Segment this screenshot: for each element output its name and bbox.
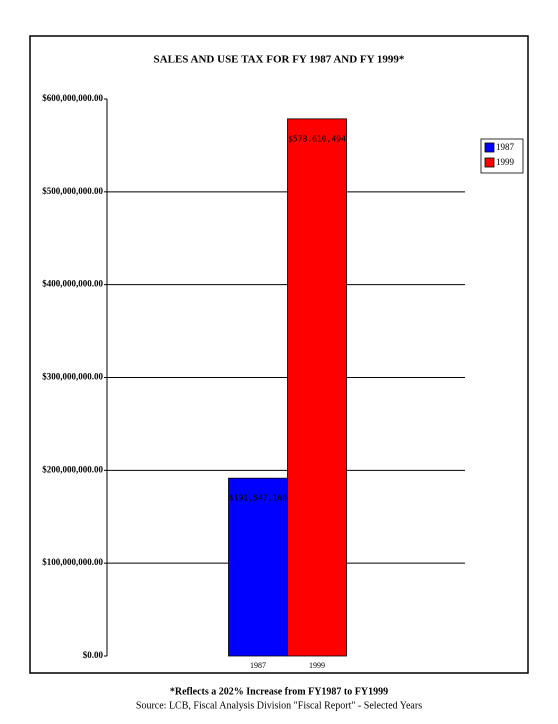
value-label: $578,610,494: [288, 134, 346, 143]
bar: [287, 118, 347, 657]
y-tick-label: $100,000,000.00: [42, 557, 103, 567]
x-tick-label: 1987: [250, 661, 266, 670]
footnote: *Reflects a 202% Increase from FY1987 to…: [170, 686, 388, 697]
y-tick-label: $300,000,000.00: [42, 372, 103, 382]
source: Source: LCB, Fiscal Analysis Division "F…: [136, 700, 422, 711]
legend-label: 1987: [496, 142, 515, 152]
legend-box: [480, 138, 524, 174]
y-tick-label: $200,000,000.00: [42, 464, 103, 474]
y-tick-label: $400,000,000.00: [42, 279, 103, 289]
chart-title: SALES AND USE TAX FOR FY 1987 AND FY 199…: [154, 54, 405, 66]
legend-swatch: [484, 142, 495, 153]
y-tick-label: $600,000,000.00: [42, 93, 103, 103]
y-tick-label: $0.00: [83, 650, 104, 660]
x-tick-label: 1999: [309, 661, 325, 670]
legend-swatch: [484, 157, 495, 168]
value-label: $191,547,166: [229, 494, 287, 503]
chart-frame: [29, 35, 529, 674]
legend-label: 1999: [496, 157, 515, 167]
y-tick-label: $500,000,000.00: [42, 186, 103, 196]
bar: [228, 477, 288, 657]
